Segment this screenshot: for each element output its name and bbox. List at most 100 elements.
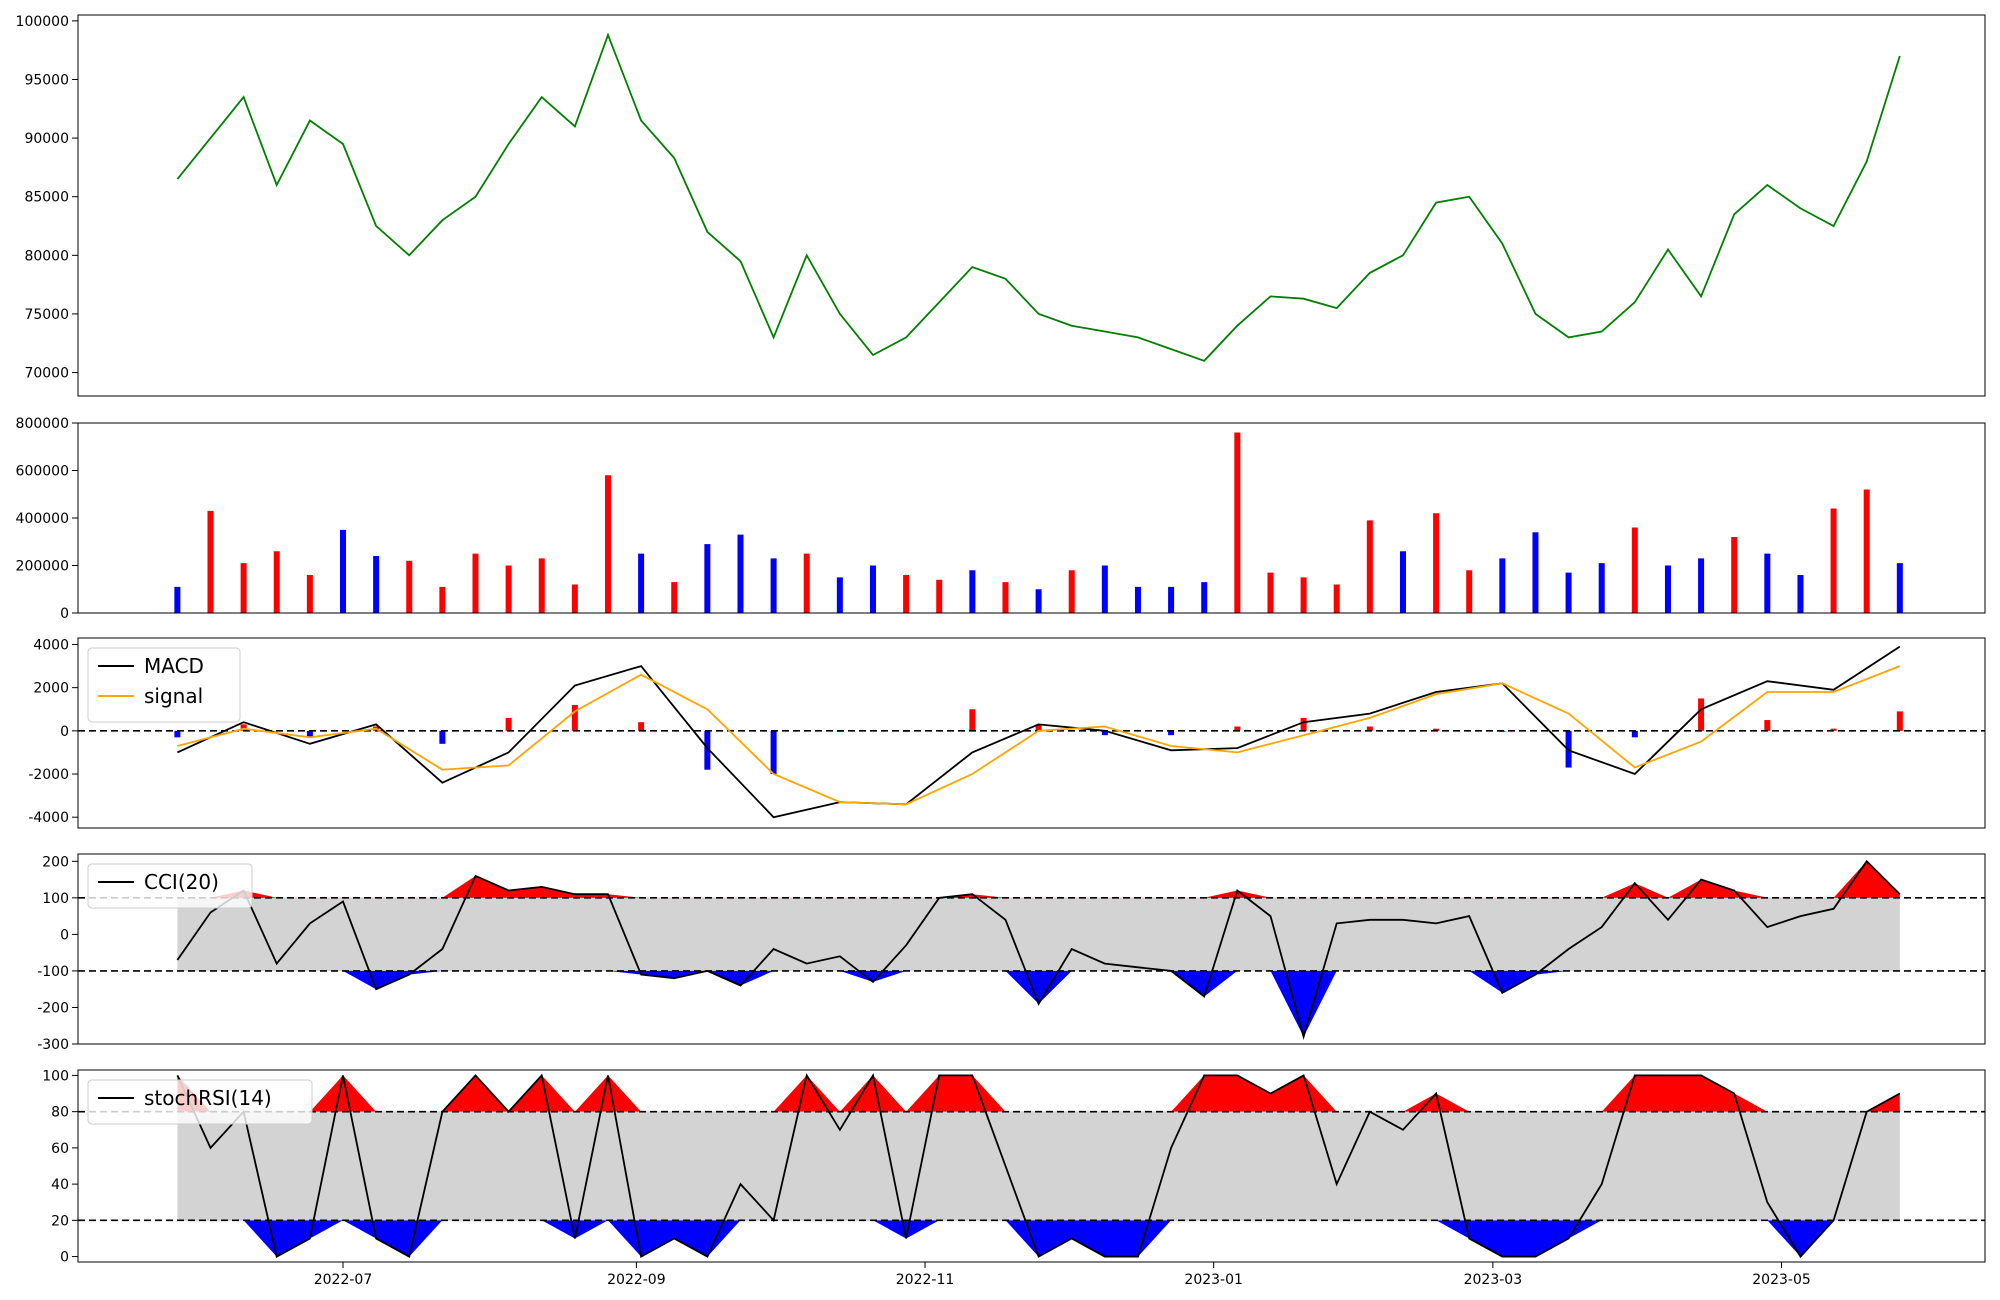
stochrsi-legend-label: stochRSI(14) <box>144 1086 272 1110</box>
volume-bar <box>1134 586 1141 613</box>
volume-bar <box>174 586 181 613</box>
volume-bar <box>770 558 777 613</box>
macd-histogram-bar <box>1366 726 1373 731</box>
volume-bar <box>704 544 711 613</box>
volume-bar <box>671 582 678 613</box>
macd-histogram-bar <box>1698 698 1705 731</box>
macd-ytick-label: 2000 <box>33 681 69 697</box>
cci-line <box>176 859 1901 1041</box>
macd-histogram-bar <box>1830 728 1837 731</box>
macd-legend-label: signal <box>144 684 203 708</box>
macd-histogram-bar <box>1896 711 1903 731</box>
price-ytick-label: 85000 <box>24 190 69 206</box>
stochrsi-ytick-label: 0 <box>60 1250 69 1266</box>
price-ytick-label: 100000 <box>16 14 69 30</box>
stochrsi-ytick-label: 80 <box>51 1105 69 1121</box>
volume-bar <box>1002 582 1009 613</box>
volume-bar <box>373 556 380 613</box>
volume-bar <box>604 475 611 613</box>
x-axis: 2022-07 2022-09 2022-11 2023-01 2023-03 2023-… <box>314 1262 1811 1288</box>
cci-overbought-fill <box>177 861 1900 898</box>
price-line <box>176 32 1901 362</box>
volume-bar <box>1896 563 1903 613</box>
volume-frame <box>77 422 1986 614</box>
volume-ytick-label: 600000 <box>16 464 69 480</box>
macd-frame <box>77 637 1986 829</box>
macd-ytick-label: 0 <box>60 724 69 740</box>
volume-bar <box>1035 589 1042 613</box>
volume-bar <box>1300 577 1307 613</box>
cci-ytick-label: -100 <box>37 964 69 980</box>
chart-panels: 7000075000800008500090000950001000000200… <box>16 14 1986 1288</box>
macd-histogram-bar <box>1234 726 1241 731</box>
volume-bar <box>1267 572 1274 613</box>
price-ytick-label: 70000 <box>24 366 69 382</box>
volume-bar <box>339 529 346 613</box>
x-tick-label: 2023-05 <box>1752 1272 1811 1288</box>
price-ytick-label: 95000 <box>24 72 69 88</box>
volume-bar <box>273 551 280 613</box>
cci-ytick-label: 0 <box>60 927 69 943</box>
macd-histogram-bar <box>1300 717 1307 731</box>
volume-bar <box>969 570 976 613</box>
macd-histogram-bar <box>571 704 578 731</box>
macd-histogram-bar <box>1631 730 1638 738</box>
cci-oversold-fill <box>177 970 1900 1037</box>
price-ytick-label: 75000 <box>24 307 69 323</box>
macd-histogram-bar <box>770 730 777 775</box>
volume-bar <box>1366 520 1373 613</box>
macd-ytick-label: 4000 <box>33 637 69 653</box>
volume-bar <box>1598 563 1605 613</box>
volume-bar <box>1234 432 1241 613</box>
volume-bar <box>737 534 744 613</box>
stochrsi-ytick-label: 40 <box>51 1177 69 1193</box>
macd-histogram-bar <box>1035 724 1042 731</box>
price-ytick-label: 80000 <box>24 248 69 264</box>
volume-ytick-label: 0 <box>60 606 69 622</box>
volume-bar <box>1565 572 1572 613</box>
volume-bar <box>1399 551 1406 613</box>
cci-legend-label: CCI(20) <box>144 870 219 894</box>
stochrsi-legend-box <box>87 1079 313 1125</box>
volume-bar <box>1466 570 1473 613</box>
x-tick-label: 2022-11 <box>896 1272 955 1288</box>
cci-ytick-label: 100 <box>42 891 69 907</box>
macd-histogram-bar <box>1764 720 1771 731</box>
volume-bar <box>1731 537 1738 613</box>
macd-histogram-bar <box>240 724 247 731</box>
macd-histogram-bar <box>439 730 446 744</box>
x-tick-label: 2023-03 <box>1464 1272 1523 1288</box>
stochrsi-ytick-label: 60 <box>51 1141 69 1157</box>
cci-band <box>177 897 1900 971</box>
volume-bar <box>1433 513 1440 613</box>
stochrsi-axes: 0 20 40 60 80 100 <box>42 1068 78 1266</box>
x-tick-label: 2022-07 <box>314 1272 373 1288</box>
cci-legend: CCI(20) <box>87 863 253 909</box>
volume-bar <box>505 565 512 613</box>
volume-bar <box>406 560 413 613</box>
volume-bar <box>1532 532 1539 613</box>
cci-frame <box>77 853 1986 1045</box>
volume-bar <box>439 586 446 613</box>
volume-bar <box>240 563 247 613</box>
volume-bar <box>472 553 479 613</box>
macd-legend: MACD signal <box>87 647 241 723</box>
macd-signal-line <box>177 665 1901 806</box>
stochrsi-line <box>176 1072 1901 1259</box>
volume-bar <box>1830 508 1837 613</box>
macd-ytick-label: -4000 <box>28 810 69 826</box>
price-ytick-label: 90000 <box>24 131 69 147</box>
stochrsi-ytick-label: 20 <box>51 1213 69 1229</box>
macd-histogram-bar <box>306 730 313 738</box>
stochrsi-legend: stochRSI(14) <box>87 1079 313 1125</box>
stochrsi-band <box>177 1111 1900 1221</box>
volume-bar <box>903 575 910 613</box>
volume-bar <box>1863 489 1870 613</box>
macd-histogram-bar <box>969 709 976 731</box>
cci-axes: -300 -200 -100 0 100 200 <box>37 854 78 1053</box>
volume-axes: 0 200000 400000 600000 800000 <box>16 416 78 622</box>
macd-macd-line <box>177 645 1901 819</box>
volume-bar <box>1631 527 1638 613</box>
volume-bar <box>1664 565 1671 613</box>
